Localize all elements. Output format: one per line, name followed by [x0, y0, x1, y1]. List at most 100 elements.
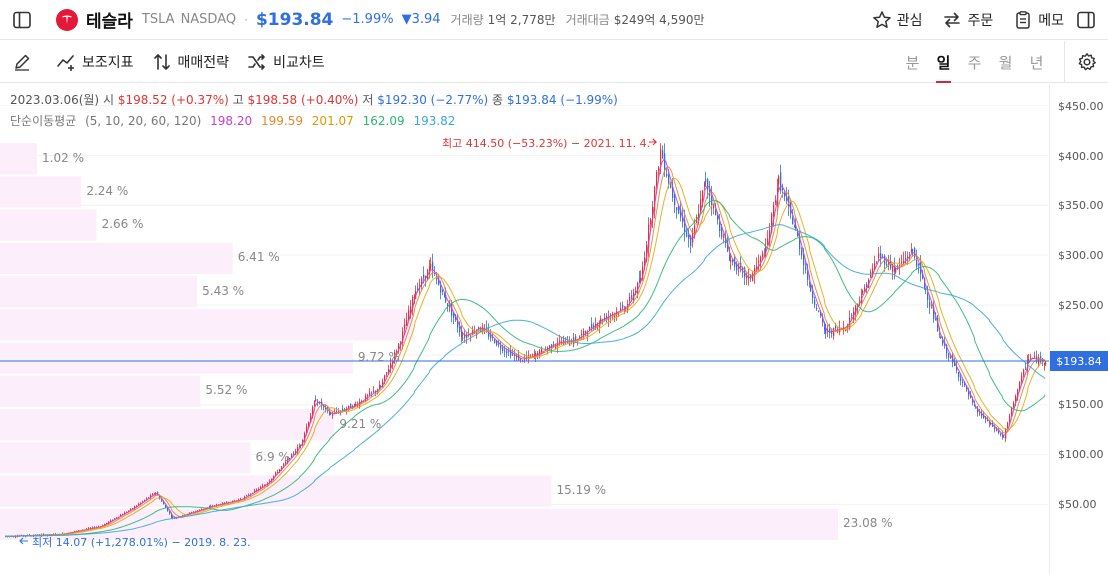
- chart-settings-button[interactable]: [1064, 41, 1108, 83]
- tab-day[interactable]: 일: [928, 41, 959, 83]
- up-down-arrows-icon: [153, 53, 170, 70]
- top-bar: 테슬라 TSLA NASDAQ · $193.84 −1.99% ▼3.94 거…: [0, 0, 1108, 40]
- candle-body: [453, 312, 455, 318]
- candle-body: [165, 505, 167, 508]
- order-button[interactable]: 주문: [942, 10, 993, 30]
- candle-body: [756, 265, 758, 272]
- swap-arrows-icon: [944, 12, 961, 28]
- candle-body: [1003, 436, 1005, 438]
- candle-body: [367, 395, 369, 397]
- candle-body: [620, 308, 622, 311]
- current-price-tag: $193.84: [1050, 351, 1108, 371]
- candle-body: [287, 459, 289, 463]
- volume-profile-bar: [0, 342, 353, 374]
- candle-body: [410, 306, 412, 314]
- candle-body: [375, 390, 377, 392]
- candle-body: [13, 536, 15, 538]
- volume-profile-label: 9.21 %: [339, 416, 382, 431]
- candle-body: [1040, 356, 1042, 359]
- candle-body: [622, 305, 624, 308]
- candle-body: [717, 214, 719, 220]
- candle-body: [390, 363, 392, 369]
- candle-body: [291, 454, 293, 458]
- candle-body: [792, 217, 794, 225]
- candle-body: [350, 403, 352, 408]
- candle-body: [646, 244, 648, 261]
- right-sidebar-icon: [1077, 11, 1095, 29]
- candle-body: [159, 495, 161, 500]
- indicators-button[interactable]: 보조지표: [56, 52, 134, 72]
- candle-body: [690, 235, 692, 246]
- y-tick-250: $250.00: [1058, 299, 1104, 312]
- candle-body: [436, 276, 438, 280]
- volume-profile-label: 2.66 %: [101, 217, 144, 232]
- candle-body: [948, 353, 950, 358]
- ma-10-line: [5, 166, 1046, 537]
- price-chart[interactable]: [0, 84, 1108, 574]
- memo-icon: [1016, 11, 1030, 29]
- chart-area[interactable]: 2023.03.06(월) 시 $198.52 (+0.37%) 고 $198.…: [0, 84, 1108, 574]
- strategy-button[interactable]: 매매전략: [152, 52, 229, 72]
- candle-body: [490, 333, 492, 338]
- candle-body: [705, 179, 707, 182]
- tab-minute[interactable]: 분: [905, 53, 920, 72]
- tab-week[interactable]: 주: [967, 53, 982, 72]
- candle-body: [461, 330, 463, 338]
- candle-body: [721, 227, 723, 238]
- candle-body: [498, 343, 500, 345]
- candle-body: [438, 276, 440, 285]
- candle-body: [434, 272, 436, 275]
- candle-body: [666, 174, 668, 176]
- candle-body: [314, 401, 316, 407]
- candle-body: [778, 176, 780, 185]
- candle-body: [816, 307, 818, 310]
- left-panel-toggle[interactable]: [0, 0, 44, 40]
- candle-body: [369, 392, 371, 396]
- candle-body: [987, 420, 989, 422]
- min-marker-icon: [19, 537, 28, 545]
- candle-body: [794, 225, 796, 228]
- candle-body: [579, 337, 581, 339]
- tab-month[interactable]: 월: [998, 53, 1013, 72]
- ohlc-date: 2023.03.06(월): [10, 93, 100, 107]
- candle-body: [916, 258, 918, 267]
- candle-body: [631, 294, 633, 298]
- moving-average-lines: [5, 158, 1046, 537]
- candle-body: [530, 355, 532, 357]
- candle-body: [818, 310, 820, 312]
- amount-label: 거래대금: [565, 13, 610, 27]
- watch-button[interactable]: 관심: [872, 10, 922, 30]
- candle-body: [146, 498, 148, 500]
- candle-body: [771, 213, 773, 233]
- candle-body: [970, 394, 972, 398]
- candle-body: [966, 385, 968, 390]
- compare-button[interactable]: 비교차트: [247, 52, 325, 72]
- candle-body: [903, 260, 905, 264]
- candle-body: [929, 302, 931, 307]
- candle-body: [822, 316, 824, 323]
- candle-body: [306, 426, 308, 434]
- candle-body: [918, 263, 920, 265]
- moving-average-info[interactable]: 단순이동평균 (5, 10, 20, 60, 120) 198.20 199.5…: [10, 112, 460, 129]
- volume-profile-bar: [0, 242, 233, 274]
- candle-body: [336, 410, 338, 413]
- candle-body: [459, 326, 461, 332]
- candle-body: [914, 248, 916, 258]
- candle-body: [419, 284, 421, 287]
- candle-body: [713, 205, 715, 208]
- drawing-tool-button[interactable]: [0, 42, 44, 82]
- candle-body: [430, 264, 432, 268]
- candle-body: [384, 375, 386, 381]
- candle-body: [110, 520, 112, 522]
- right-panel-toggle[interactable]: [1064, 0, 1108, 40]
- candle-body: [283, 463, 285, 467]
- candle-body: [470, 335, 472, 337]
- candle-body: [886, 264, 888, 266]
- chart-toolbar: 보조지표 매매전략 비교차트 분 일 주 월 년: [0, 41, 1108, 83]
- y-tick-50: $50.00: [1058, 498, 1097, 511]
- candle-body: [994, 427, 996, 430]
- memo-button[interactable]: 메모: [1013, 10, 1064, 30]
- candle-body: [423, 274, 425, 279]
- tab-year[interactable]: 년: [1029, 53, 1044, 72]
- candle-body: [1013, 402, 1015, 408]
